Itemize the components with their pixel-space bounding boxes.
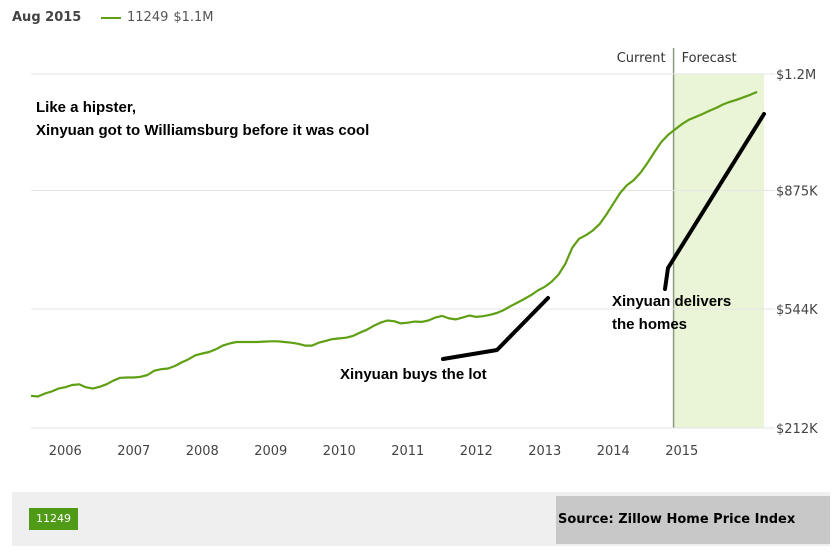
x-tick-label: 2010	[323, 444, 356, 459]
x-tick-label: 2008	[186, 444, 219, 459]
annotation-buys-lot: Xinyuan buys the lot	[340, 366, 487, 383]
x-tick-label: 2013	[528, 444, 561, 459]
legend[interactable]: 11249 $1.1M	[101, 10, 214, 25]
annotation-delivers: Xinyuan delivers the homes	[612, 293, 731, 333]
y-tick-label: $875K	[776, 184, 818, 199]
annotation-arrow-buys-lot	[441, 296, 550, 361]
y-tick-label: $212K	[776, 422, 818, 437]
footer-bar: 11249 Source: Zillow Home Price Index	[12, 492, 830, 546]
selected-date-label: Aug 2015	[12, 10, 82, 25]
legend-zip: 11249	[127, 10, 169, 25]
series-line-11249	[30, 90, 758, 398]
forecast-region-label: Forecast	[682, 51, 737, 66]
price-chart: Current Forecast $1.2M $875K $544K $212K 2006 2…	[30, 48, 818, 459]
x-tick-label: 2006	[49, 444, 82, 459]
source-text: Source: Zillow Home Price Index	[558, 512, 796, 527]
current-region-label: Current	[617, 51, 666, 66]
zip-chip-button[interactable]: 11249	[29, 508, 78, 530]
x-tick-label: 2009	[254, 444, 287, 459]
x-tick-label: 2014	[597, 444, 630, 459]
legend-value: $1.1M	[173, 10, 214, 25]
x-tick-label: 2007	[117, 444, 150, 459]
legend-line-swatch	[101, 16, 121, 19]
x-tick-label: 2011	[391, 444, 424, 459]
x-tick-label: 2015	[665, 444, 698, 459]
y-tick-label: $1.2M	[776, 68, 816, 83]
annotation-arrow-delivers	[663, 112, 766, 291]
x-tick-label: 2012	[460, 444, 493, 459]
source-box: Source: Zillow Home Price Index	[556, 496, 830, 544]
annotation-hipster: Like a hipster, Xinyuan got to Williamsbu…	[36, 99, 369, 139]
y-tick-label: $544K	[776, 303, 818, 318]
forecast-region	[673, 74, 764, 428]
